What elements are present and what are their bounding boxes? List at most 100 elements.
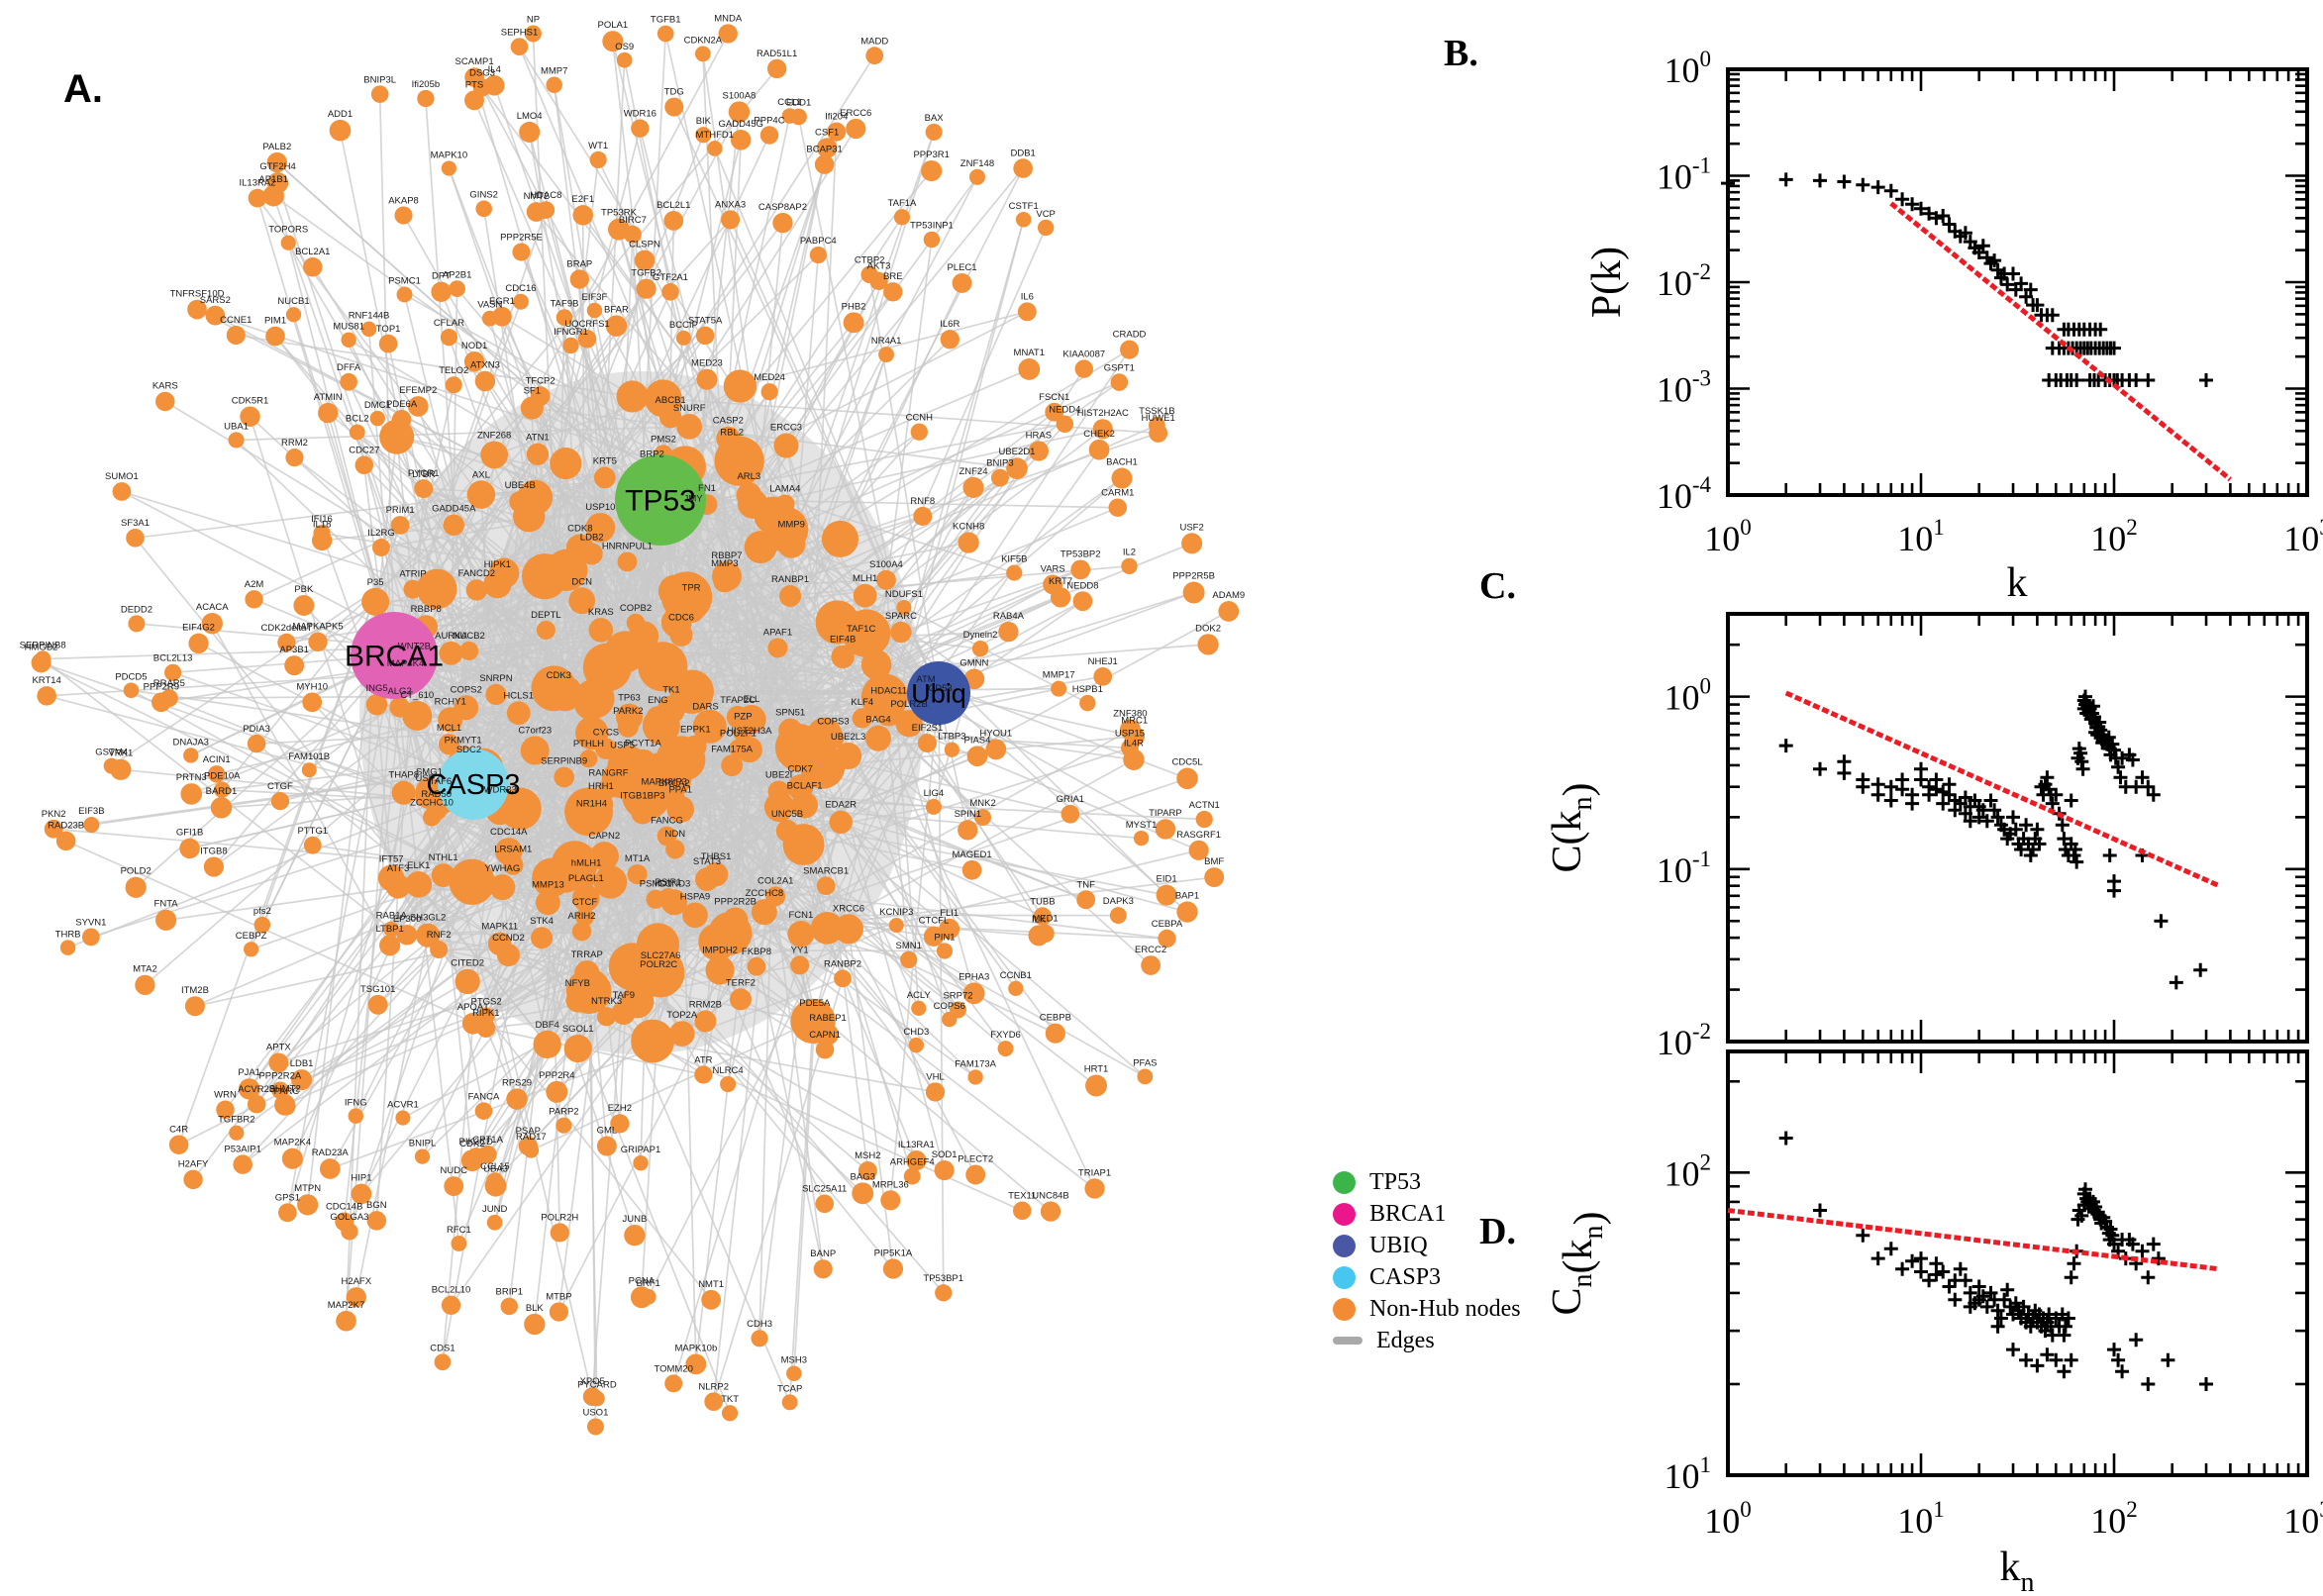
- gene-label: VASN: [477, 300, 502, 311]
- gene-label: CCNE1: [220, 315, 252, 326]
- network-node: [913, 506, 933, 526]
- gene-label: AURKA: [435, 631, 467, 642]
- gene-label: GPS1: [275, 1192, 300, 1203]
- gene-label: CARM1: [1101, 487, 1134, 498]
- network-node: [281, 1147, 303, 1169]
- hub-label-ubiq: Ubiq: [911, 678, 966, 708]
- gene-label: TP53BP1: [923, 1273, 963, 1284]
- network-node: [813, 1259, 833, 1279]
- network-node: [571, 884, 600, 912]
- gene-label: NMT1: [698, 1279, 724, 1290]
- network-node: [658, 405, 682, 429]
- gene-label: MAP2K7: [328, 1300, 365, 1311]
- gene-label: TP53INP1: [910, 221, 954, 232]
- gene-label: MMP17: [1043, 670, 1075, 681]
- gene-label: PRTN3: [176, 772, 207, 783]
- network-node: [598, 778, 619, 799]
- gene-label: ADD1: [328, 109, 353, 120]
- network-node: [229, 1125, 245, 1141]
- hub-nodes: TP53 BRCA1 Ubiq CASP3: [345, 454, 970, 820]
- network-node: [900, 950, 918, 969]
- edge: [348, 339, 398, 438]
- gene-label: IL6R: [940, 319, 960, 330]
- network-node: [247, 734, 266, 753]
- network-node: [526, 202, 547, 222]
- panel-a-label: A.: [63, 67, 103, 111]
- gene-label: RABEP1: [809, 1013, 847, 1024]
- gene-label: DEDD2: [121, 604, 152, 615]
- network-node: [370, 85, 389, 103]
- gene-label: PPA1: [668, 785, 692, 796]
- edge: [939, 703, 969, 831]
- gene-label: ENG: [648, 695, 668, 706]
- gene-label: XRCC6: [833, 903, 864, 914]
- network-node: [646, 706, 670, 731]
- network-node: [787, 921, 815, 948]
- scatter-points: [1721, 172, 2213, 387]
- network-node: [1040, 1201, 1061, 1222]
- network-node: [1218, 601, 1240, 622]
- gene-label: EDA2R: [825, 800, 857, 811]
- gene-label: AKAP8: [388, 195, 419, 206]
- network-node: [766, 58, 787, 79]
- gene-label: SMN1: [895, 941, 921, 951]
- network-node: [990, 468, 1009, 487]
- y-axis-title: C(kn): [1545, 783, 1601, 873]
- gene-label: SOD1: [932, 1149, 958, 1160]
- network-node: [443, 514, 464, 537]
- network-node: [778, 718, 803, 743]
- gene-label: HUWE1: [1141, 413, 1174, 424]
- gene-label: RAB4A: [993, 611, 1025, 622]
- gene-label: POLA1: [598, 20, 629, 31]
- network-node: [207, 765, 226, 783]
- network-node: [952, 272, 972, 293]
- network-node: [814, 154, 835, 174]
- gene-label: CD53: [928, 683, 952, 694]
- gene-label: VRK1: [108, 748, 133, 759]
- network-node: [466, 480, 496, 509]
- network-node: [431, 863, 455, 888]
- gene-label: CCND3: [658, 878, 691, 889]
- gene-label: PIK3CD: [459, 1137, 493, 1147]
- network-node: [676, 593, 706, 624]
- gene-label: TIPARP: [1149, 808, 1182, 819]
- network-node: [1182, 581, 1205, 604]
- gene-label: PZP: [734, 712, 752, 723]
- network-node: [1195, 810, 1213, 829]
- network-node: [128, 615, 146, 633]
- gene-label: HIST2H3A: [727, 726, 772, 737]
- network-node: [476, 1018, 496, 1038]
- network-node: [271, 1081, 289, 1099]
- axis-tick-label: 101: [1665, 1452, 1712, 1496]
- network-node: [716, 426, 741, 450]
- network-node: [655, 787, 674, 807]
- network-node: [593, 865, 628, 899]
- network-node: [822, 727, 845, 749]
- network-node: [1033, 907, 1053, 926]
- network-node: [34, 650, 51, 667]
- gene-label: PCNA: [629, 1275, 656, 1286]
- gene-label: ERCC3: [770, 422, 802, 433]
- charts-panel: 10010-110-210-310-4100101102103P(k)k1001…: [1545, 47, 2323, 1596]
- network-node: [266, 151, 288, 173]
- gene-label: MYH10: [296, 681, 328, 692]
- network-node: [291, 1069, 313, 1091]
- gene-label: USP15: [1115, 729, 1145, 740]
- network-node: [779, 584, 802, 608]
- network-node: [277, 1097, 296, 1116]
- gene-label: PDE6A: [386, 399, 418, 410]
- gene-label: ACVR1: [387, 1100, 419, 1111]
- network-node: [1013, 1201, 1032, 1221]
- gene-label: EIF3B: [78, 806, 104, 817]
- network-node: [775, 494, 795, 515]
- x-axis-title: k: [2007, 560, 2028, 606]
- gene-label: RFC1: [447, 1225, 471, 1236]
- gene-label: CTCFL: [919, 916, 950, 927]
- gene-label: UBE4B: [505, 480, 536, 491]
- network-node: [562, 337, 579, 354]
- network-node: [509, 490, 532, 513]
- network-node: [439, 641, 463, 665]
- gene-label: ACACA: [196, 602, 229, 613]
- edge: [485, 1028, 518, 1100]
- gene-label: TAF6: [430, 776, 453, 787]
